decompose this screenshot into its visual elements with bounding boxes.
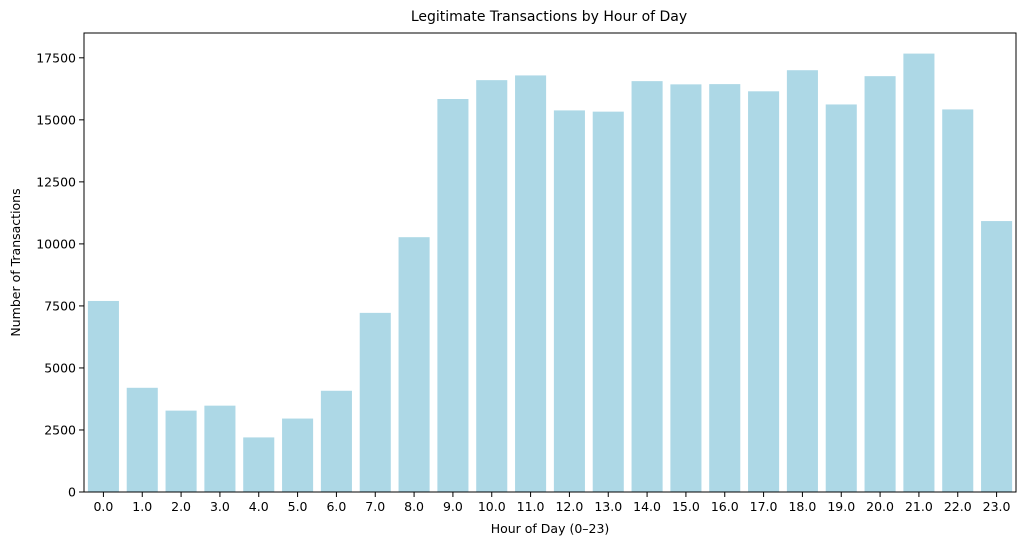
bar-17.0	[748, 91, 780, 492]
x-tick-label: 19.0	[827, 499, 855, 514]
plot-frame	[83, 32, 1017, 493]
y-tick-label: 5000	[44, 360, 76, 375]
x-axis-title: Hour of Day (0–23)	[491, 521, 610, 536]
x-tick-label: 12.0	[555, 499, 583, 514]
bar-12.0	[553, 110, 585, 492]
bar-18.0	[786, 70, 818, 492]
bar-20.0	[864, 76, 896, 493]
bar-21.0	[903, 53, 935, 493]
x-tick-label: 18.0	[788, 499, 816, 514]
bar-1.0	[126, 387, 158, 492]
y-tick-label: 7500	[44, 298, 76, 313]
bar-14.0	[631, 81, 663, 493]
y-tick-label: 17500	[36, 50, 76, 65]
x-tick-label: 11.0	[517, 499, 545, 514]
y-axis-title: Number of Transactions	[8, 188, 23, 336]
bar-19.0	[825, 104, 857, 492]
bar-2.0	[165, 410, 197, 492]
x-tick-label: 14.0	[633, 499, 661, 514]
y-tick-label: 15000	[36, 112, 76, 127]
x-tick-label: 2.0	[171, 499, 191, 514]
x-axis: 0.0 1.0 2.0 3.0 4.0 5.0 6.0 7.0 8.0 9.0 10.0 11.0 12…	[93, 492, 1011, 514]
bar-8.0	[398, 237, 430, 492]
bar-16.0	[709, 84, 741, 493]
x-tick-label: 22.0	[944, 499, 972, 514]
bars-group	[87, 53, 1013, 493]
x-tick-label: 0.0	[93, 499, 113, 514]
x-tick-label: 23.0	[983, 499, 1011, 514]
x-tick-label: 9.0	[443, 499, 463, 514]
x-tick-label: 6.0	[326, 499, 346, 514]
x-tick-label: 17.0	[750, 499, 778, 514]
bar-22.0	[942, 109, 974, 492]
bar-0.0	[87, 300, 119, 492]
x-tick-label: 8.0	[404, 499, 424, 514]
bar-5.0	[282, 418, 314, 492]
bar-9.0	[437, 98, 469, 492]
bar-13.0	[592, 111, 624, 492]
x-tick-label: 7.0	[365, 499, 385, 514]
y-tick-label: 12500	[36, 174, 76, 189]
y-tick-label: 10000	[36, 236, 76, 251]
bar-23.0	[981, 221, 1013, 492]
y-axis: 0 2500 5000 7500 10000 12500 15000 17500	[36, 50, 84, 500]
y-tick-label: 0	[68, 485, 76, 500]
x-tick-label: 20.0	[866, 499, 894, 514]
bar-10.0	[476, 80, 508, 493]
bar-15.0	[670, 84, 702, 493]
bar-7.0	[359, 312, 391, 492]
x-tick-label: 3.0	[210, 499, 230, 514]
x-tick-label: 10.0	[478, 499, 506, 514]
chart-title: Legitimate Transactions by Hour of Day	[411, 9, 687, 25]
x-tick-label: 5.0	[288, 499, 308, 514]
x-tick-label: 15.0	[672, 499, 700, 514]
bar-4.0	[243, 437, 275, 492]
x-tick-label: 21.0	[905, 499, 933, 514]
bar-11.0	[515, 75, 547, 492]
x-tick-label: 1.0	[132, 499, 152, 514]
x-tick-label: 13.0	[594, 499, 622, 514]
x-tick-label: 4.0	[249, 499, 269, 514]
bar-6.0	[320, 390, 352, 492]
x-tick-label: 16.0	[711, 499, 739, 514]
y-tick-label: 2500	[44, 422, 76, 437]
bar-3.0	[204, 405, 236, 492]
